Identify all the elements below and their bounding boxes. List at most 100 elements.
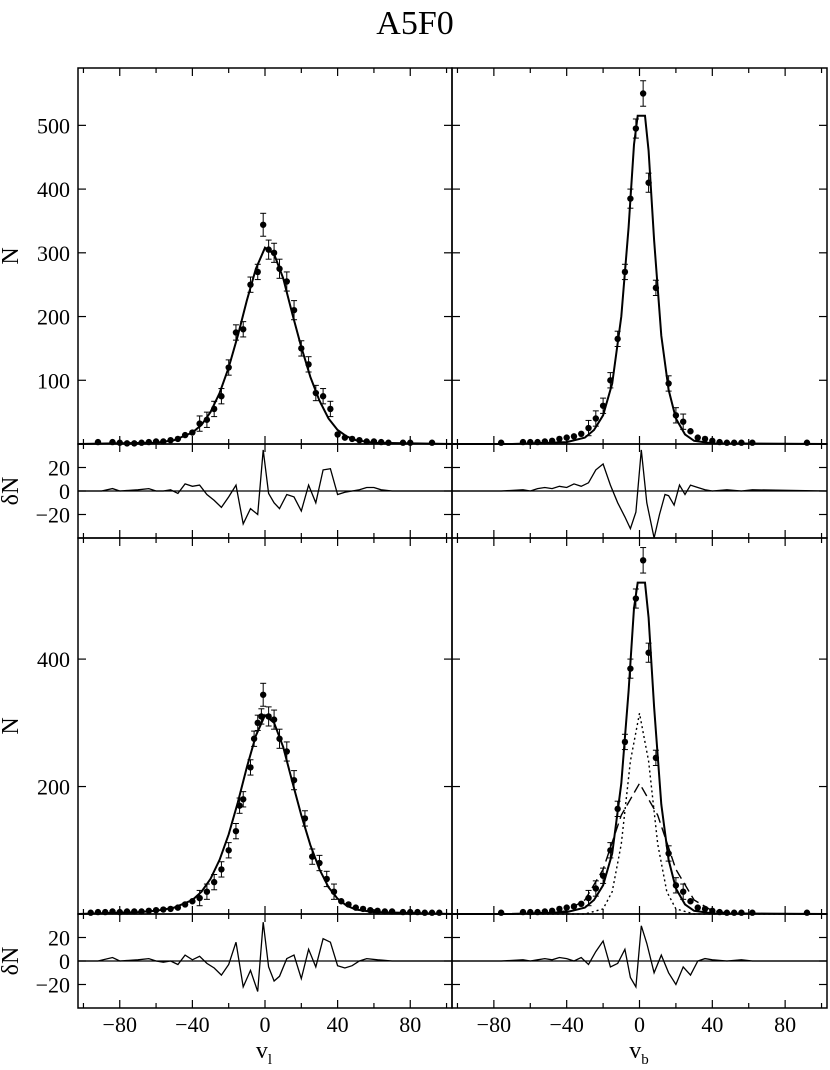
top-right-data-point (621, 268, 629, 276)
bottom-right-residual-xtick-label: −40 (549, 1012, 583, 1037)
top-right-panel (451, 67, 828, 446)
top-left-data-point (225, 364, 232, 371)
bottom-left-data-point (232, 827, 240, 835)
top-right-data-point (607, 377, 614, 384)
top-left-data-point (152, 438, 160, 445)
bottom-left-data-point (240, 796, 247, 803)
bottom-left-data-point (421, 909, 428, 916)
top-left-panel: 100 200 300 400 500 N (0, 67, 453, 447)
bottom-left-data-point (152, 906, 160, 914)
bottom-left-data-point (247, 764, 254, 771)
bottom-left-data-point (309, 853, 316, 860)
bottom-right-data-point (541, 908, 549, 915)
bottom-left-data-point (270, 716, 278, 723)
bottom-left-ytick-label: 200 (37, 775, 70, 800)
top-left-data-point (210, 405, 218, 413)
top-left-data-point (319, 393, 327, 400)
top-left-data-point (298, 345, 305, 352)
bottom-right-fit-line (452, 581, 828, 915)
top-right-frame (451, 67, 828, 445)
top-right-data-point (723, 439, 731, 446)
bottom-left-data-point (338, 898, 345, 905)
bottom-left-data-point (428, 909, 436, 916)
top-right-data-point (730, 439, 738, 446)
bottom-right-panel (451, 537, 828, 916)
bottom-left-fit-line (77, 713, 453, 915)
bottom-right-dashed-component (451, 781, 828, 915)
top-right-data-point (701, 435, 709, 443)
bottom-right-data-point (679, 888, 687, 895)
bottom-left-data-point (276, 735, 283, 742)
bottom-left-data-point (160, 906, 167, 913)
top-left-data-point (181, 431, 189, 439)
bottom-left-data-point (265, 713, 272, 720)
bottom-right-residual-xtick-label: 80 (774, 1012, 796, 1037)
top-right-data-point (548, 437, 556, 445)
top-left-data-point (247, 281, 254, 288)
top-left-data-point (399, 439, 407, 446)
bottom-right-data-point (652, 754, 660, 762)
top-right-data-point (679, 418, 687, 425)
top-left-data-point (174, 435, 182, 443)
panels: 100200300400500N−20020δN200400N−20020−80… (0, 67, 828, 1037)
x-axis-label-right: vb (629, 1038, 649, 1068)
top-left-data-point (189, 429, 196, 436)
bottom-left-data-point (109, 908, 116, 915)
bottom-left-y-axis-label: N (0, 717, 24, 734)
bottom-left-residual-xtick-label: 40 (327, 1012, 349, 1037)
bottom-right-residual-xtick-label: −80 (477, 1012, 511, 1037)
bottom-left-data-point (367, 906, 374, 914)
bottom-left-data-point (436, 909, 443, 916)
top-right-data-point (497, 439, 505, 446)
top-left-data-point (356, 436, 363, 444)
bottom-left-data-point (259, 691, 267, 698)
figure-title: A5F0 (376, 5, 453, 42)
top-left-data-point (327, 405, 334, 413)
bottom-left-data-point (236, 802, 243, 809)
bottom-right-data-point (723, 909, 731, 916)
top-left-y-axis-label: N (0, 247, 24, 264)
top-left-residual-series-line (78, 449, 452, 526)
bottom-right-data-point (578, 900, 585, 908)
bottom-left-data-point (290, 776, 298, 784)
top-right-residual-panel (451, 443, 828, 539)
top-right-data-point (645, 179, 652, 186)
top-right-data-point (694, 434, 701, 441)
bottom-right-data-point (548, 907, 556, 915)
top-left-data-point (265, 246, 272, 253)
top-left-fit-line (77, 246, 453, 445)
bottom-left-data-point (283, 748, 290, 755)
bottom-right-frame (451, 537, 828, 915)
top-right-data-point (556, 435, 563, 443)
bottom-right-residual-xtick-label: 40 (701, 1012, 723, 1037)
bottom-left-residual-y-axis-label: δN (0, 947, 24, 976)
bottom-left-data-point (138, 908, 145, 915)
bottom-right-data-point (632, 595, 640, 602)
bottom-right-data-point (730, 909, 738, 916)
bottom-left-data-point (210, 878, 218, 886)
bottom-right-data-point (639, 557, 647, 564)
bottom-right-data-point (599, 872, 607, 879)
bottom-right-data-point (614, 805, 621, 813)
top-right-data-point (570, 433, 578, 440)
top-left-data-point (312, 389, 320, 397)
top-right-data-point (749, 439, 756, 446)
bottom-left-residual-ytick-label: 20 (48, 926, 70, 951)
top-left-data-point (428, 439, 436, 446)
top-left-data-point (254, 268, 261, 276)
bottom-left-data-point (131, 908, 138, 915)
bottom-left-data-point (381, 908, 389, 915)
bottom-right-data-point (694, 904, 701, 911)
bottom-right-dotted-component (452, 713, 827, 915)
bottom-left-data-point (123, 908, 131, 915)
top-left-data-point (240, 326, 247, 333)
top-left-data-point (283, 278, 290, 285)
bottom-left-residual-xtick-label: 0 (260, 1012, 271, 1037)
bottom-right-data-point (687, 898, 694, 905)
bottom-left-data-point (189, 898, 196, 905)
bottom-right-residual-series-line (452, 925, 827, 989)
bottom-left-residual-series-line (78, 922, 452, 992)
bottom-right-data-point (645, 649, 652, 656)
